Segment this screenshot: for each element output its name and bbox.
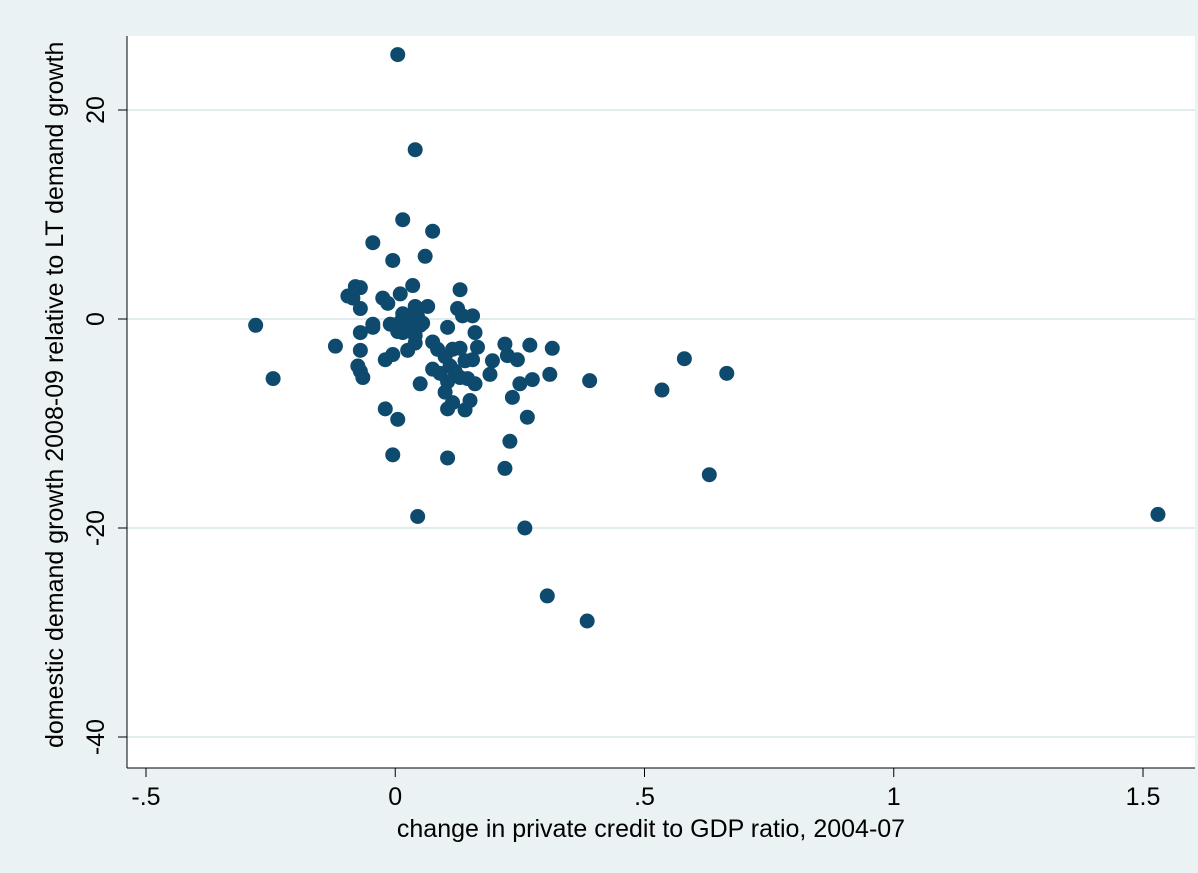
- data-point: [412, 376, 428, 392]
- data-point: [504, 389, 520, 405]
- data-point: [497, 460, 513, 476]
- data-point: [380, 295, 396, 311]
- data-point: [352, 342, 368, 358]
- data-point: [265, 371, 281, 387]
- data-point: [365, 319, 381, 335]
- data-point: [440, 450, 456, 466]
- data-point: [440, 319, 456, 335]
- data-point: [392, 286, 408, 302]
- data-point: [502, 433, 518, 449]
- data-point: [465, 352, 481, 368]
- data-point: [400, 342, 416, 358]
- plot-area: [127, 36, 1195, 768]
- x-tick-label: .5: [634, 783, 655, 811]
- y-tick-label: 0: [82, 312, 110, 326]
- data-point: [465, 308, 481, 324]
- data-point: [355, 370, 371, 386]
- data-point: [582, 373, 598, 389]
- data-point: [482, 366, 498, 382]
- data-point: [410, 509, 426, 525]
- gridlines: [127, 109, 1195, 738]
- data-point: [390, 411, 406, 427]
- y-tick-label: -40: [82, 719, 110, 755]
- data-points: [248, 47, 1166, 629]
- data-point: [405, 278, 421, 294]
- data-point: [437, 384, 453, 400]
- data-point: [390, 47, 406, 63]
- data-point: [467, 325, 483, 341]
- data-point: [519, 409, 535, 425]
- data-point: [719, 365, 735, 381]
- data-point: [484, 353, 500, 369]
- data-point: [420, 298, 436, 314]
- y-axis-title: domestic demand growth 2008-09 relative …: [41, 42, 69, 748]
- data-point: [440, 401, 456, 417]
- data-point: [327, 338, 343, 354]
- data-point: [544, 340, 560, 356]
- data-point: [385, 447, 401, 463]
- data-point: [467, 376, 483, 392]
- data-point: [248, 317, 264, 333]
- x-tick-label: -.5: [131, 783, 160, 811]
- data-point: [352, 280, 368, 296]
- data-point: [352, 301, 368, 317]
- x-tick-label: 0: [388, 783, 402, 811]
- x-axis-title: change in private credit to GDP ratio, 2…: [397, 815, 905, 843]
- data-point: [542, 366, 558, 382]
- data-point: [524, 372, 540, 388]
- data-point: [407, 142, 423, 158]
- data-point: [395, 212, 411, 228]
- data-point: [579, 613, 595, 629]
- data-point: [345, 290, 361, 306]
- data-point: [352, 325, 368, 341]
- x-tick-label: 1: [887, 783, 901, 811]
- axes: [126, 36, 1195, 769]
- data-point: [470, 339, 486, 355]
- data-point: [365, 235, 381, 251]
- x-tick-label: 1.5: [1126, 783, 1161, 811]
- data-point: [539, 588, 555, 604]
- y-ticks: -40 -20 0 20: [82, 96, 127, 755]
- data-point: [1150, 506, 1166, 522]
- data-point: [517, 520, 533, 536]
- data-point: [415, 315, 431, 331]
- y-tick-label: -20: [82, 510, 110, 546]
- data-point: [452, 340, 468, 356]
- data-point: [425, 223, 441, 239]
- data-point: [452, 282, 468, 298]
- data-point: [377, 401, 393, 417]
- data-point: [457, 402, 473, 418]
- data-point: [522, 337, 538, 353]
- data-point: [701, 467, 717, 483]
- y-tick-label: 20: [82, 96, 110, 124]
- data-point: [509, 352, 525, 368]
- data-point: [654, 382, 670, 398]
- data-point: [390, 324, 406, 340]
- x-ticks: -.5 0 .5 1 1.5: [131, 768, 1160, 811]
- data-point: [676, 351, 692, 367]
- data-point: [385, 347, 401, 363]
- data-point: [497, 336, 513, 352]
- data-point: [417, 248, 433, 264]
- data-point: [385, 252, 401, 268]
- data-point: [512, 376, 528, 392]
